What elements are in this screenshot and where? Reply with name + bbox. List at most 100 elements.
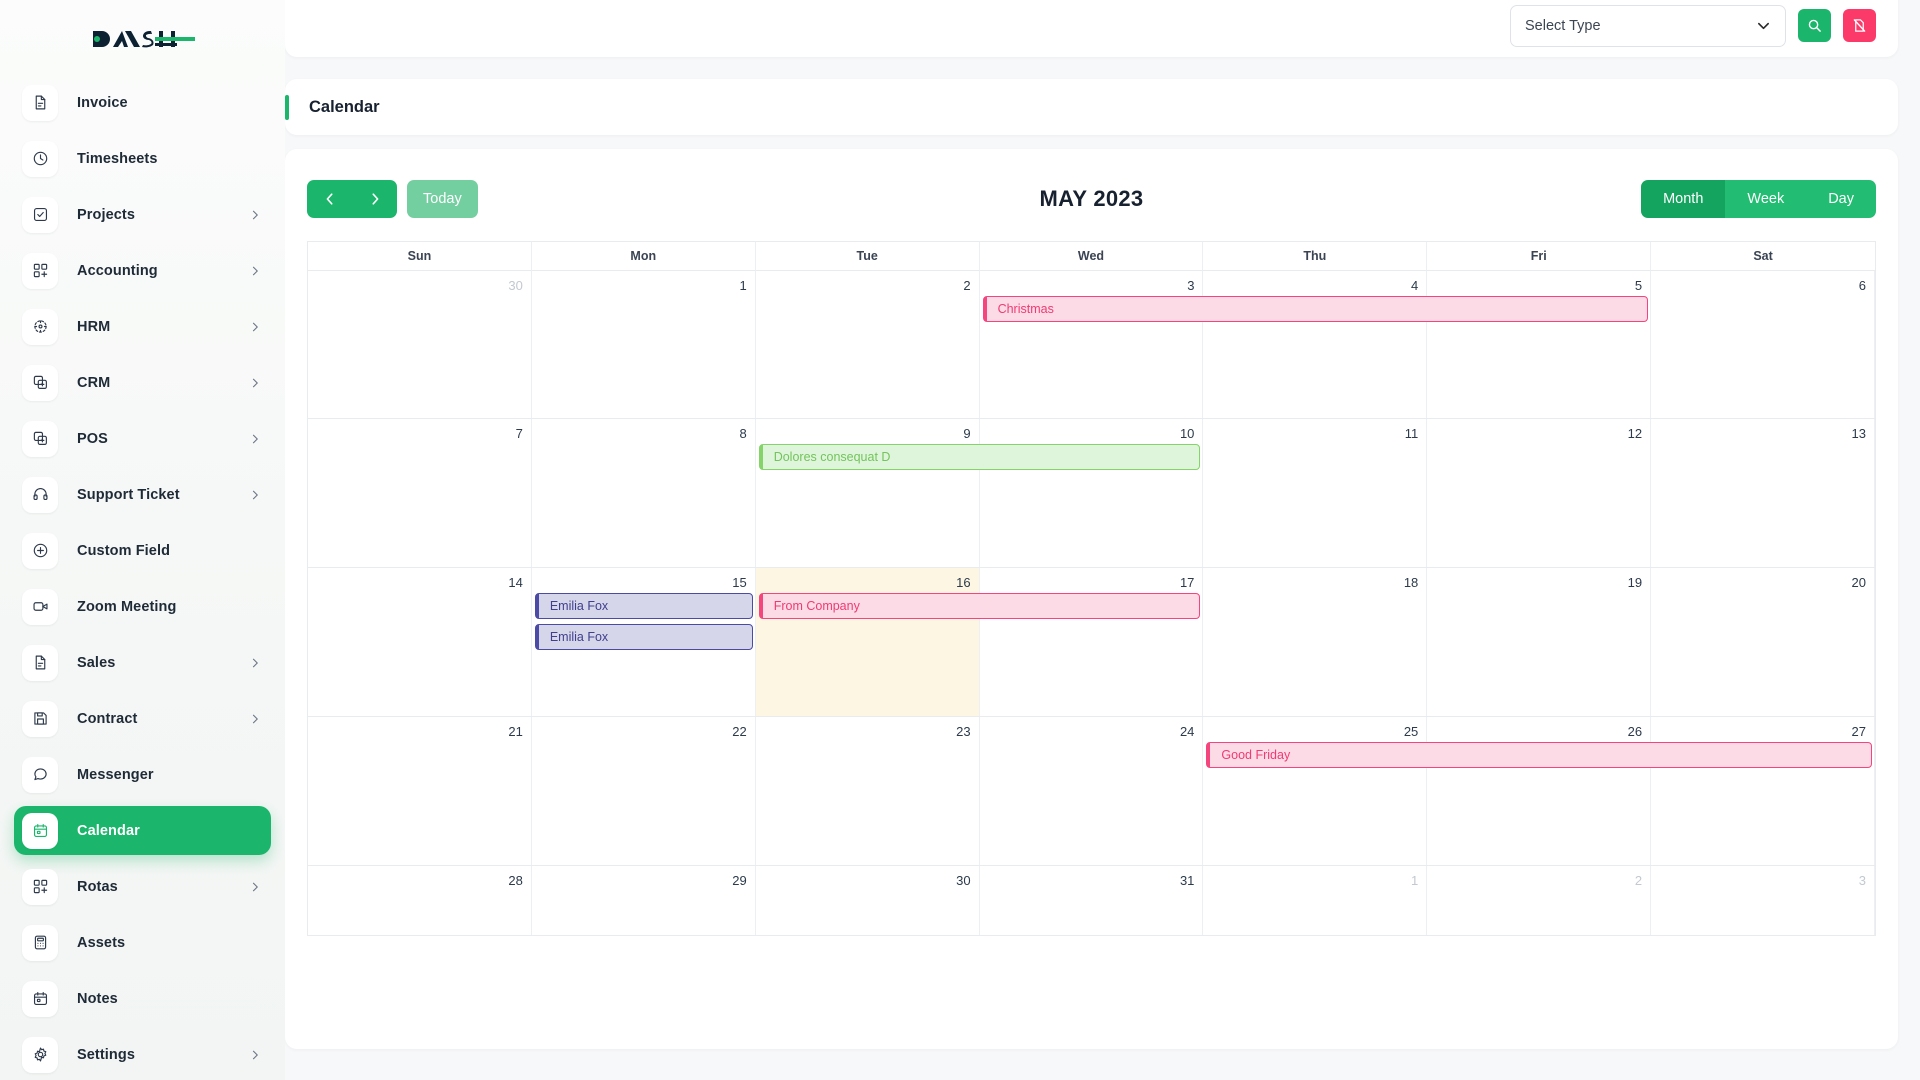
calendar-day-cell[interactable]: 3 [980,271,1204,418]
day-number: 30 [956,873,971,888]
save-icon [22,700,58,737]
copy-plus-icon [22,364,58,401]
calendar-day-cell[interactable]: 5 [1427,271,1652,418]
sidebar-item-pos[interactable]: POS [14,414,271,463]
day-number: 19 [1627,575,1643,590]
calendar-day-cell[interactable]: 29 [532,866,756,935]
sidebar-item-label: HRM [77,318,111,335]
page-title: Calendar [309,97,380,116]
calendar-day-cell[interactable]: 8 [532,419,756,567]
calendar-day-cell[interactable]: 28 [308,866,532,935]
calendar-day-cell[interactable]: 16 [755,568,980,716]
view-button-day[interactable]: Day [1806,180,1876,218]
day-number: 6 [1858,278,1866,293]
calendar-event[interactable]: Dolores consequat D [758,444,1201,470]
sidebar-item-sales[interactable]: Sales [14,638,271,687]
sidebar-item-projects[interactable]: Projects [14,190,271,239]
sidebar-item-label: Assets [77,934,126,951]
calendar-day-cell[interactable]: 12 [1427,419,1652,567]
calendar-day-cell[interactable]: 27 [1651,717,1875,865]
sidebar-item-label: POS [77,430,108,447]
sidebar-item-rotas[interactable]: Rotas [14,862,271,911]
day-header-mon: Mon [531,242,756,271]
today-button[interactable]: Today [407,180,478,218]
prev-month-button[interactable] [307,180,352,218]
calendar-event[interactable]: Good Friday [1206,742,1872,768]
sidebar-item-label: Calendar [77,822,140,839]
sidebar-item-calendar[interactable]: Calendar [14,806,271,855]
calendar-day-cell[interactable]: 25 [1203,717,1428,865]
sidebar-item-crm[interactable]: CRM [14,358,271,407]
day-number: 12 [1627,426,1643,441]
brand-logo[interactable] [0,0,285,78]
calendar-day-cell[interactable]: 2 [756,271,980,418]
search-button[interactable] [1798,9,1831,42]
chevron-right-icon [249,321,261,333]
day-number: 7 [515,426,523,441]
view-button-week[interactable]: Week [1725,180,1807,218]
calendar-day-cell[interactable]: 4 [1203,271,1428,418]
gear-icon [22,1036,58,1073]
sidebar-item-label: Timesheets [77,150,158,167]
day-number: 18 [1403,575,1419,590]
sidebar-item-notes[interactable]: Notes [14,974,271,1023]
calendar-day-cell[interactable]: 18 [1203,568,1428,716]
sidebar-item-custom-field[interactable]: Custom Field [14,526,271,575]
day-number: 27 [1851,724,1866,739]
sidebar-item-zoom-meeting[interactable]: Zoom Meeting [14,582,271,631]
sidebar-item-invoice[interactable]: Invoice [14,78,271,127]
reset-filter-button[interactable] [1843,9,1876,42]
calendar-day-cell[interactable]: 6 [1651,271,1875,418]
calendar-day-cell[interactable]: 23 [756,717,980,865]
sidebar-item-accounting[interactable]: Accounting [14,246,271,295]
document-icon [22,84,58,121]
calendar-day-cell[interactable]: 2 [1427,866,1652,935]
calendar-day-cell[interactable]: 20 [1651,568,1875,716]
day-number: 26 [1627,724,1643,739]
sidebar-item-contract[interactable]: Contract [14,694,271,743]
calendar-day-cell[interactable]: 10 [980,419,1204,567]
sidebar-item-hrm[interactable]: HRM [14,302,271,351]
calendar-day-cell[interactable]: 1 [1203,866,1428,935]
select-type-dropdown[interactable]: Select Type [1510,4,1786,47]
grid-plus-icon [22,868,58,905]
calendar-day-cell[interactable]: 9 [756,419,980,567]
sidebar-item-settings[interactable]: Settings [14,1030,271,1079]
calendar-day-cell[interactable]: 17 [980,568,1204,716]
calendar-day-cell[interactable]: 30 [308,271,532,418]
sidebar-item-timesheets[interactable]: Timesheets [14,134,271,183]
calendar-toolbar: Today MAY 2023 Month Week Day [307,175,1876,223]
calendar-event[interactable]: Emilia Fox [534,593,753,619]
day-number: 3 [1187,278,1195,293]
calendar-day-cell[interactable]: 13 [1651,419,1875,567]
calendar-event[interactable]: Christmas [982,296,1649,322]
calendar-day-cell[interactable]: 24 [980,717,1204,865]
calendar-day-cell[interactable]: 15 [532,568,756,716]
calendar-day-cell[interactable]: 21 [308,717,532,865]
calendar-day-cell[interactable]: 11 [1203,419,1428,567]
calendar-day-cell[interactable]: 26 [1427,717,1652,865]
sidebar-item-support-ticket[interactable]: Support Ticket [14,470,271,519]
calendar-day-cell[interactable]: 14 [308,568,532,716]
calendar-day-cell[interactable]: 7 [308,419,532,567]
sidebar-item-assets[interactable]: Assets [14,918,271,967]
next-month-button[interactable] [352,180,397,218]
calendar-day-cell[interactable]: 1 [532,271,756,418]
calendar-card: Today MAY 2023 Month Week Day Sun Mon Tue Wed… [285,149,1898,1049]
sidebar-item-label: Accounting [77,262,158,279]
calendar-day-cell[interactable]: 19 [1427,568,1652,716]
nav-button-group [307,180,397,218]
calendar-event[interactable]: Emilia Fox [534,624,753,650]
calendar-grid: Sun Mon Tue Wed Thu Fri Sat 30 1 2 3 4 5 6 Christmas 7… [307,241,1876,936]
chevron-right-icon [249,489,261,501]
sidebar-item-messenger[interactable]: Messenger [14,750,271,799]
view-button-month[interactable]: Month [1641,180,1726,218]
day-number: 11 [1404,426,1419,441]
calendar-day-cell[interactable]: 31 [980,866,1204,935]
calendar-week-row: 21 22 23 24 25 26 27 Good Friday [308,717,1875,866]
calendar-event[interactable]: From Company [758,593,1201,619]
calendar-day-cell[interactable]: 22 [532,717,756,865]
day-header-tue: Tue [755,242,980,271]
calendar-day-cell[interactable]: 30 [756,866,980,935]
calendar-day-cell[interactable]: 3 [1651,866,1875,935]
